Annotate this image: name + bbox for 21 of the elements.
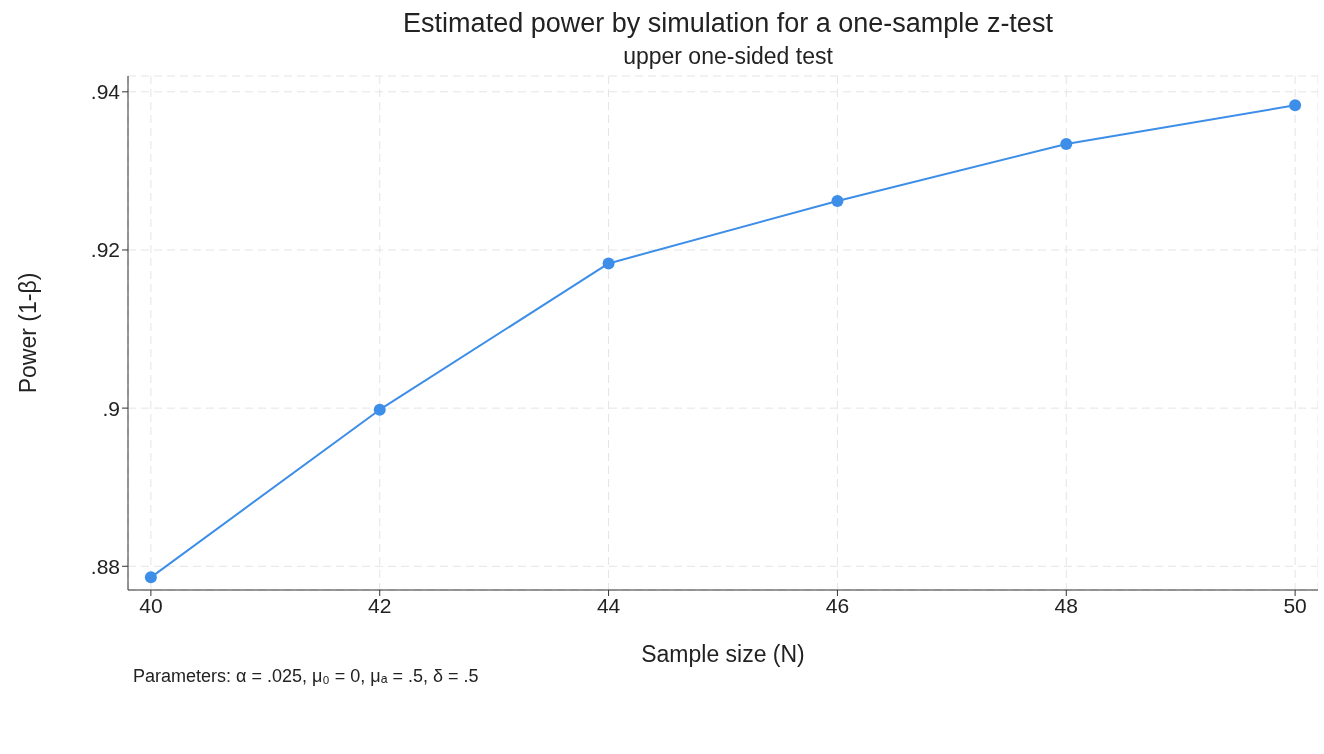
point <box>831 194 844 207</box>
y-axis-title: Power (1-β) <box>15 272 42 394</box>
y-tick-label: .9 <box>102 396 120 420</box>
chart-title: Estimated power by simulation for a one-sample z-test <box>402 8 1054 39</box>
x-tick-label: 48 <box>1054 593 1078 617</box>
x-tick-label: 46 <box>825 593 850 617</box>
point <box>144 571 157 584</box>
point <box>1289 99 1302 112</box>
x-tick-label: 42 <box>368 593 392 617</box>
y-tick-label: .88 <box>90 554 120 578</box>
text: Parameters: α = .025, μ₀ = 0, μₐ = .5, δ = .5 <box>133 666 480 687</box>
x-tick-label: 50 <box>1283 593 1307 617</box>
y-tick-label: .92 <box>90 238 120 262</box>
x-axis-title: Sample size (N) <box>641 641 805 667</box>
y-tick-label: .94 <box>90 80 121 104</box>
x-tick-label: 40 <box>139 593 163 617</box>
point <box>373 403 386 416</box>
chart-subtitle: upper one-sided test <box>622 43 834 70</box>
point <box>1060 138 1073 151</box>
x-tick-label: 44 <box>596 593 621 617</box>
point <box>602 257 615 270</box>
